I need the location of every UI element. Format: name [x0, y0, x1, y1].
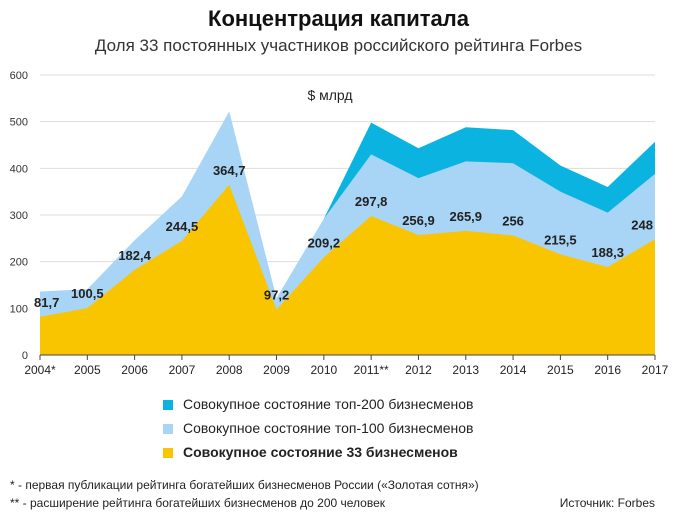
legend-label-top100: Совокупное состояние топ-100 бизнесменов — [183, 420, 474, 436]
x-tick-label: 2009 — [263, 363, 290, 377]
x-tick-label: 2013 — [452, 363, 479, 377]
legend-item-top33: Совокупное состояние 33 бизнесменов — [163, 444, 458, 460]
data-label: 364,7 — [213, 163, 246, 178]
x-tick-label: 2004* — [24, 363, 56, 377]
y-tick-label: 600 — [10, 70, 28, 82]
legend-item-top100: Совокупное состояние топ-100 бизнесменов — [163, 420, 474, 436]
unit-label: $ млрд — [307, 87, 352, 103]
legend-swatch-top200 — [163, 400, 173, 410]
legend-label-top200: Совокупное состояние топ-200 бизнесменов — [183, 396, 474, 412]
data-label: 97,2 — [264, 288, 289, 303]
x-tick-label: 2010 — [310, 363, 337, 377]
y-tick-label: 200 — [10, 257, 28, 269]
data-label: 256 — [502, 214, 524, 229]
data-label: 297,8 — [355, 194, 388, 209]
chart-title: Концентрация капитала — [208, 6, 469, 31]
y-tick-label: 0 — [22, 350, 28, 362]
data-label: 215,5 — [544, 232, 577, 247]
source-note: Источник: Forbes — [559, 496, 655, 510]
data-label: 244,5 — [166, 219, 199, 234]
data-label: 209,2 — [308, 235, 341, 250]
x-tick-label: 2005 — [74, 363, 101, 377]
x-tick-label: 2014 — [500, 363, 527, 377]
x-tick-label: 2015 — [547, 363, 574, 377]
y-tick-label: 300 — [10, 210, 28, 222]
legend-label-top33: Совокупное состояние 33 бизнесменов — [183, 444, 458, 460]
data-label: 188,3 — [591, 245, 624, 260]
y-tick-label: 500 — [10, 117, 28, 129]
area-top33 — [40, 184, 655, 355]
data-label: 248 — [631, 217, 653, 232]
data-label: 100,5 — [71, 286, 104, 301]
y-tick-label: 400 — [10, 163, 28, 175]
x-tick-label: 2011** — [354, 363, 389, 377]
y-tick-label: 100 — [10, 303, 28, 315]
legend-swatch-top33 — [163, 448, 173, 458]
legend-swatch-top100 — [163, 424, 173, 434]
x-tick-label: 2017 — [642, 363, 669, 377]
chart-subtitle: Доля 33 постоянных участников российског… — [94, 36, 583, 55]
x-tick-label: 2007 — [169, 363, 196, 377]
data-label: 256,9 — [402, 213, 435, 228]
x-tick-label: 2016 — [594, 363, 621, 377]
data-label: 182,4 — [118, 248, 151, 263]
x-tick-label: 2012 — [405, 363, 432, 377]
legend-item-top200: Совокупное состояние топ-200 бизнесменов — [163, 396, 474, 412]
x-tick-label: 2008 — [216, 363, 243, 377]
footnote-first-publication: * - первая публикации рейтинга богатейши… — [10, 478, 479, 492]
footnote-rating-expansion: ** - расширение рейтинга богатейших бизн… — [10, 496, 386, 510]
x-tick-label: 2006 — [121, 363, 148, 377]
data-label: 81,7 — [34, 295, 59, 310]
data-label: 265,9 — [449, 209, 482, 224]
